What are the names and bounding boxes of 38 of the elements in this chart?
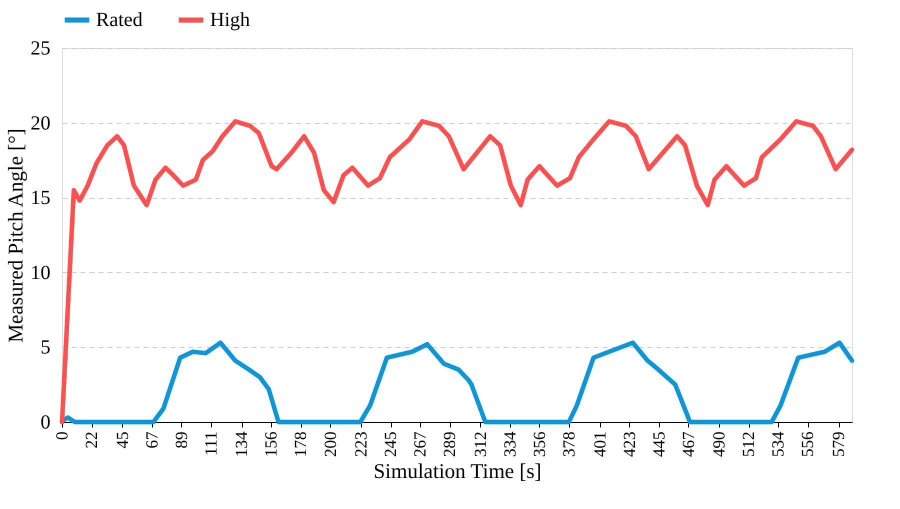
x-tick-label: 178: [291, 432, 310, 457]
x-tick-label: 512: [739, 432, 758, 457]
x-tick-label: 467: [678, 431, 698, 457]
y-tick-label: 25: [30, 38, 50, 60]
x-tick-label: 289: [440, 432, 460, 457]
y-tick-label: 0: [40, 412, 50, 434]
y-tick-label: 10: [30, 262, 50, 284]
legend-label: Rated: [96, 9, 143, 31]
x-tick-label: 267: [410, 431, 430, 457]
line-series: [60, 119, 854, 424]
y-tick-label: 20: [30, 112, 50, 134]
x-tick-label: 334: [500, 431, 520, 457]
x-tick-label: 245: [381, 432, 400, 457]
x-tick-label: 134: [232, 431, 252, 457]
x-tick-label: 200: [320, 432, 340, 457]
x-tick-label: 45: [112, 432, 132, 448]
x-tick-label: 445: [649, 432, 668, 457]
x-tick-label: 111: [201, 432, 220, 456]
x-tick-label: 356: [530, 432, 549, 457]
x-tick-label: 223: [352, 432, 371, 457]
x-tick-label: 156: [262, 432, 281, 457]
x-tick-label: 534: [768, 431, 788, 457]
x-tick-label: 89: [172, 432, 191, 448]
y-axis-title: Measured Pitch Angle [°]: [4, 128, 28, 343]
x-tick-label: 579: [829, 432, 848, 457]
x-tick-label: 312: [470, 432, 490, 457]
x-tick-label: 556: [798, 432, 818, 457]
x-tick-label: 67: [142, 431, 162, 448]
y-tick-label: 15: [30, 187, 50, 210]
y-tick-label: 5: [40, 336, 50, 359]
x-tick-label: 378: [559, 432, 578, 457]
legend-label: High: [210, 9, 250, 31]
x-tick-label: 401: [590, 432, 610, 457]
x-axis-title: Simulation Time [s]: [373, 459, 542, 483]
x-tick-label: 423: [620, 432, 639, 457]
x-tick-label: 490: [710, 432, 729, 457]
x-tick-label: 0: [52, 432, 72, 440]
x-tick-label: 22: [82, 432, 102, 448]
